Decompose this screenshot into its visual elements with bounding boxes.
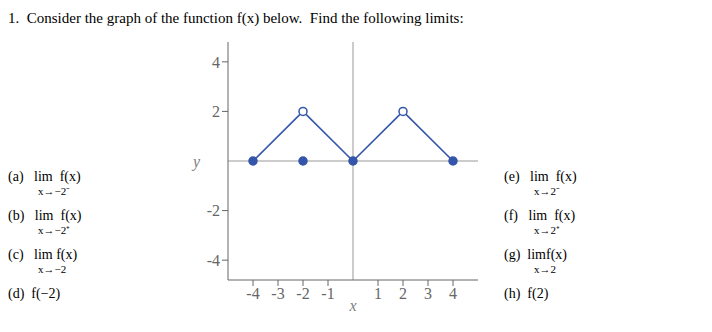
html-text:(c) lim f(x): (c) lim f(x) (8, 247, 78, 262)
svg-text:x: x (348, 297, 356, 314)
svg-text:2: 2 (399, 285, 407, 302)
html-text:x→−2: x→−2 (38, 263, 67, 275)
svg-text:y: y (191, 153, 201, 171)
svg-text:-2: -2 (296, 285, 309, 302)
html-text:(b) lim f(x): (b) lim f(x) (8, 208, 82, 223)
svg-text:-4: -4 (246, 285, 259, 302)
svg-text:2: 2 (212, 103, 220, 120)
html-text:x→2⁻: x→2⁻ (534, 185, 560, 197)
html-text:(d) f(−2): (d) f(−2) (8, 286, 61, 301)
svg-text:-3: -3 (271, 285, 284, 302)
html-text:x→−2⁻: x→−2⁻ (38, 185, 71, 197)
html-text:(f) lim f(x): (f) lim f(x) (504, 208, 576, 223)
svg-text:-2: -2 (207, 202, 220, 219)
html-text:x→−2⁺: x→−2⁺ (38, 224, 71, 236)
html-text:(a) lim f(x): (a) lim f(x) (8, 169, 81, 184)
html-text:(h) f(2): (h) f(2) (504, 286, 549, 301)
svg-text:4: 4 (212, 54, 220, 71)
svg-text:4: 4 (449, 285, 457, 302)
svg-text:-4: -4 (207, 252, 220, 269)
svg-text:-1: -1 (321, 285, 334, 302)
html-text:(g) limf(x): (g) limf(x) (504, 247, 567, 262)
svg-text:3: 3 (424, 285, 432, 302)
svg-text:1: 1 (374, 285, 382, 302)
html-text:x→2: x→2 (534, 263, 556, 275)
html-text:x→2⁺: x→2⁺ (534, 224, 560, 236)
html-text:(e) lim f(x): (e) lim f(x) (504, 169, 577, 184)
html-text:1. Consider the graph of the f: 1. Consider the graph of the function f(… (8, 10, 464, 26)
